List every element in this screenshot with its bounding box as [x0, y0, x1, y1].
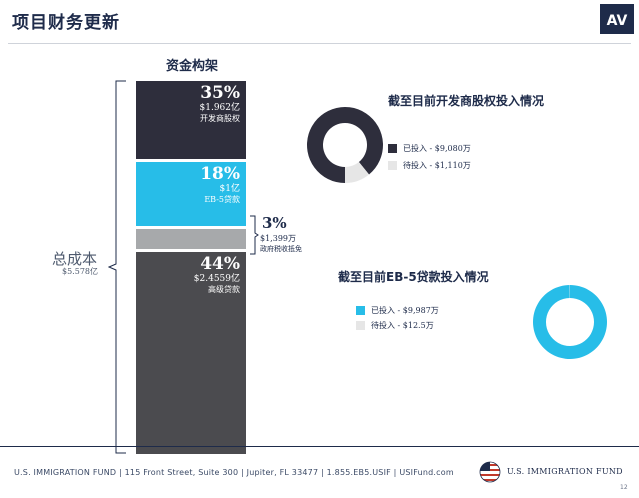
total-brace [108, 80, 126, 454]
stack-chart-title: 资金构架 [165, 59, 218, 74]
total-cost-amount: $5.578亿 [62, 267, 98, 276]
footer-brand: U.S. IMMIGRATION FUND [507, 467, 623, 476]
eb5-chart-title: 截至目前EB-5贷款投入情况 [338, 270, 489, 284]
legend-swatch [388, 144, 397, 153]
page-number: 12 [620, 484, 628, 491]
footer-divider [0, 446, 639, 447]
segment-tax-credit [136, 229, 246, 249]
legend-swatch [388, 161, 397, 170]
segment-pct: 44% [200, 254, 240, 274]
page-title: 项目财务更新 [12, 13, 120, 33]
segment-developer-equity: 35% $1.962亿 开发商股权 [136, 81, 246, 159]
equity-legend-invested: 已投入 - $9,080万 [388, 143, 471, 154]
legend-label: 待投入 - $1,110万 [403, 161, 471, 170]
segment-pct: 18% [200, 164, 240, 184]
donut-slice-invested [307, 107, 383, 183]
tax-brace [250, 215, 259, 255]
eb5-legend-invested: 已投入 - $9,987万 [356, 305, 439, 316]
tax-credit-amount: $1,399万 [260, 234, 296, 243]
header-divider [8, 43, 631, 44]
equity-legend-pending: 待投入 - $1,110万 [388, 160, 471, 171]
legend-swatch [356, 306, 365, 315]
equity-chart-title: 截至目前开发商股权投入情况 [388, 94, 545, 108]
segment-label: 高级贷款 [208, 285, 240, 294]
eb5-donut-chart [533, 285, 607, 359]
donut-slice-invested [533, 285, 607, 359]
legend-label: 已投入 - $9,080万 [403, 144, 471, 153]
legend-swatch [356, 321, 365, 330]
svg-text:AV: AV [607, 13, 628, 29]
segment-amount: $2.4559亿 [193, 274, 240, 284]
segment-label: EB-5贷款 [204, 195, 240, 204]
tax-credit-label: 政府税收抵免 [260, 245, 302, 253]
total-cost-label: 总成本 [52, 250, 98, 268]
segment-label: 开发商股权 [200, 114, 240, 123]
donut-slice-pending [345, 162, 370, 183]
segment-senior-loan: 44% $2.4559亿 高级贷款 [136, 252, 246, 454]
eb5-legend-pending: 待投入 - $12.5万 [356, 320, 434, 331]
company-logo: AV [600, 4, 634, 34]
legend-label: 已投入 - $9,987万 [371, 306, 439, 315]
segment-eb5-loan: 18% $1亿 EB-5贷款 [136, 162, 246, 226]
footer-address: U.S. IMMIGRATION FUND | 115 Front Street… [14, 468, 454, 477]
globe-flag-icon [479, 461, 501, 483]
tax-credit-pct: 3% [262, 214, 287, 232]
legend-label: 待投入 - $12.5万 [371, 321, 434, 330]
equity-donut-chart [307, 107, 383, 183]
segment-amount: $1.962亿 [199, 103, 241, 113]
segment-pct: 35% [200, 83, 240, 103]
segment-amount: $1亿 [219, 184, 240, 194]
